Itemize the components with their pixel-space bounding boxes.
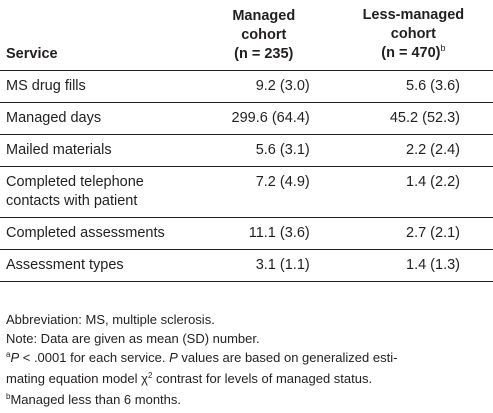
cell-less-managed: 2.7 (2.1) — [333, 217, 493, 250]
header-managed-line1: Managed — [232, 8, 296, 24]
header-managed-n: (n = 235) — [234, 46, 294, 62]
footnote-b-text: Managed less than 6 months. — [10, 392, 182, 407]
footnote-a-text1: < .0001 for each service. — [19, 350, 170, 365]
cell-less-managed: 1.4 (1.3) — [333, 249, 493, 282]
cell-service: Completed telephone contacts with patien… — [0, 166, 194, 218]
footnote-a: aP < .0001 for each service. P values ar… — [6, 348, 488, 390]
cell-service: Completed assessments — [0, 217, 194, 250]
cell-service-line1: Completed telephone — [6, 174, 144, 190]
header-less-n: (n = 470) — [381, 45, 441, 61]
header-service: Service — [0, 0, 194, 71]
footnote-note: Note: Data are given as mean (SD) number… — [6, 331, 260, 346]
table-row: MS drug fills 9.2 (3.0) 5.6 (3.6) — [0, 70, 493, 103]
cell-managed: 299.6 (64.4) — [193, 102, 334, 135]
header-managed-cohort: Managed cohort (n = 235) — [193, 0, 334, 71]
cell-managed: 7.2 (4.9) — [193, 166, 334, 218]
footnote-a-chi-sup: 2 — [147, 371, 153, 380]
table-row: Completed telephone contacts with patien… — [0, 166, 493, 218]
cell-less-managed: 1.4 (2.2) — [333, 166, 493, 218]
header-managed-line2: cohort — [241, 27, 287, 43]
table-footnotes: Abbreviation: MS, multiple sclerosis. No… — [6, 310, 488, 411]
footnote-a-line2a: mating equation model χ — [6, 371, 148, 386]
table-row: Completed assessments 11.1 (3.6) 2.7 (2.… — [0, 217, 493, 250]
footnote-a-marker: a — [6, 350, 11, 359]
cell-service: Mailed materials — [0, 134, 194, 167]
footnote-a-text2: values are based on generalized esti- — [177, 350, 398, 365]
cell-managed: 11.1 (3.6) — [193, 217, 334, 250]
footnote-a-p1: P — [10, 350, 20, 365]
table-row: Managed days 299.6 (64.4) 45.2 (52.3) — [0, 102, 493, 135]
footnote-b: bManaged less than 6 months. — [6, 390, 488, 411]
footnote-a-line2b: contrast for levels of managed status. — [152, 371, 373, 386]
table-row: Assessment types 3.1 (1.1) 1.4 (1.3) — [0, 249, 493, 282]
cell-managed: 3.1 (1.1) — [193, 249, 334, 282]
cell-less-managed: 5.6 (3.6) — [333, 70, 493, 103]
cell-managed: 9.2 (3.0) — [193, 70, 334, 103]
table-row: Mailed materials 5.6 (3.1) 2.2 (2.4) — [0, 134, 493, 167]
footnote-abbreviation: Abbreviation: MS, multiple sclerosis. — [6, 312, 215, 327]
cell-service: Managed days — [0, 102, 194, 135]
cell-less-managed: 2.2 (2.4) — [333, 134, 493, 167]
cell-managed: 5.6 (3.1) — [193, 134, 334, 167]
header-less-line1: Less-managed — [362, 7, 465, 23]
footnote-b-marker: b — [440, 43, 446, 53]
footnote-b-mark: b — [6, 392, 11, 401]
header-less-line2: cohort — [390, 26, 436, 42]
cell-service-line2: contacts with patient — [6, 193, 138, 209]
footnote-a-p2: P — [169, 350, 178, 365]
header-less-n-wrap: (n = 470)b — [334, 43, 493, 64]
header-less-managed-cohort: Less-managed cohort (n = 470)b — [333, 0, 493, 71]
service-table: Service Managed cohort (n = 235) Less-ma… — [0, 0, 493, 282]
header-row: Service Managed cohort (n = 235) Less-ma… — [0, 0, 493, 71]
cell-less-managed: 45.2 (52.3) — [333, 102, 493, 135]
cell-service: Assessment types — [0, 249, 194, 282]
cell-service: MS drug fills — [0, 70, 194, 103]
